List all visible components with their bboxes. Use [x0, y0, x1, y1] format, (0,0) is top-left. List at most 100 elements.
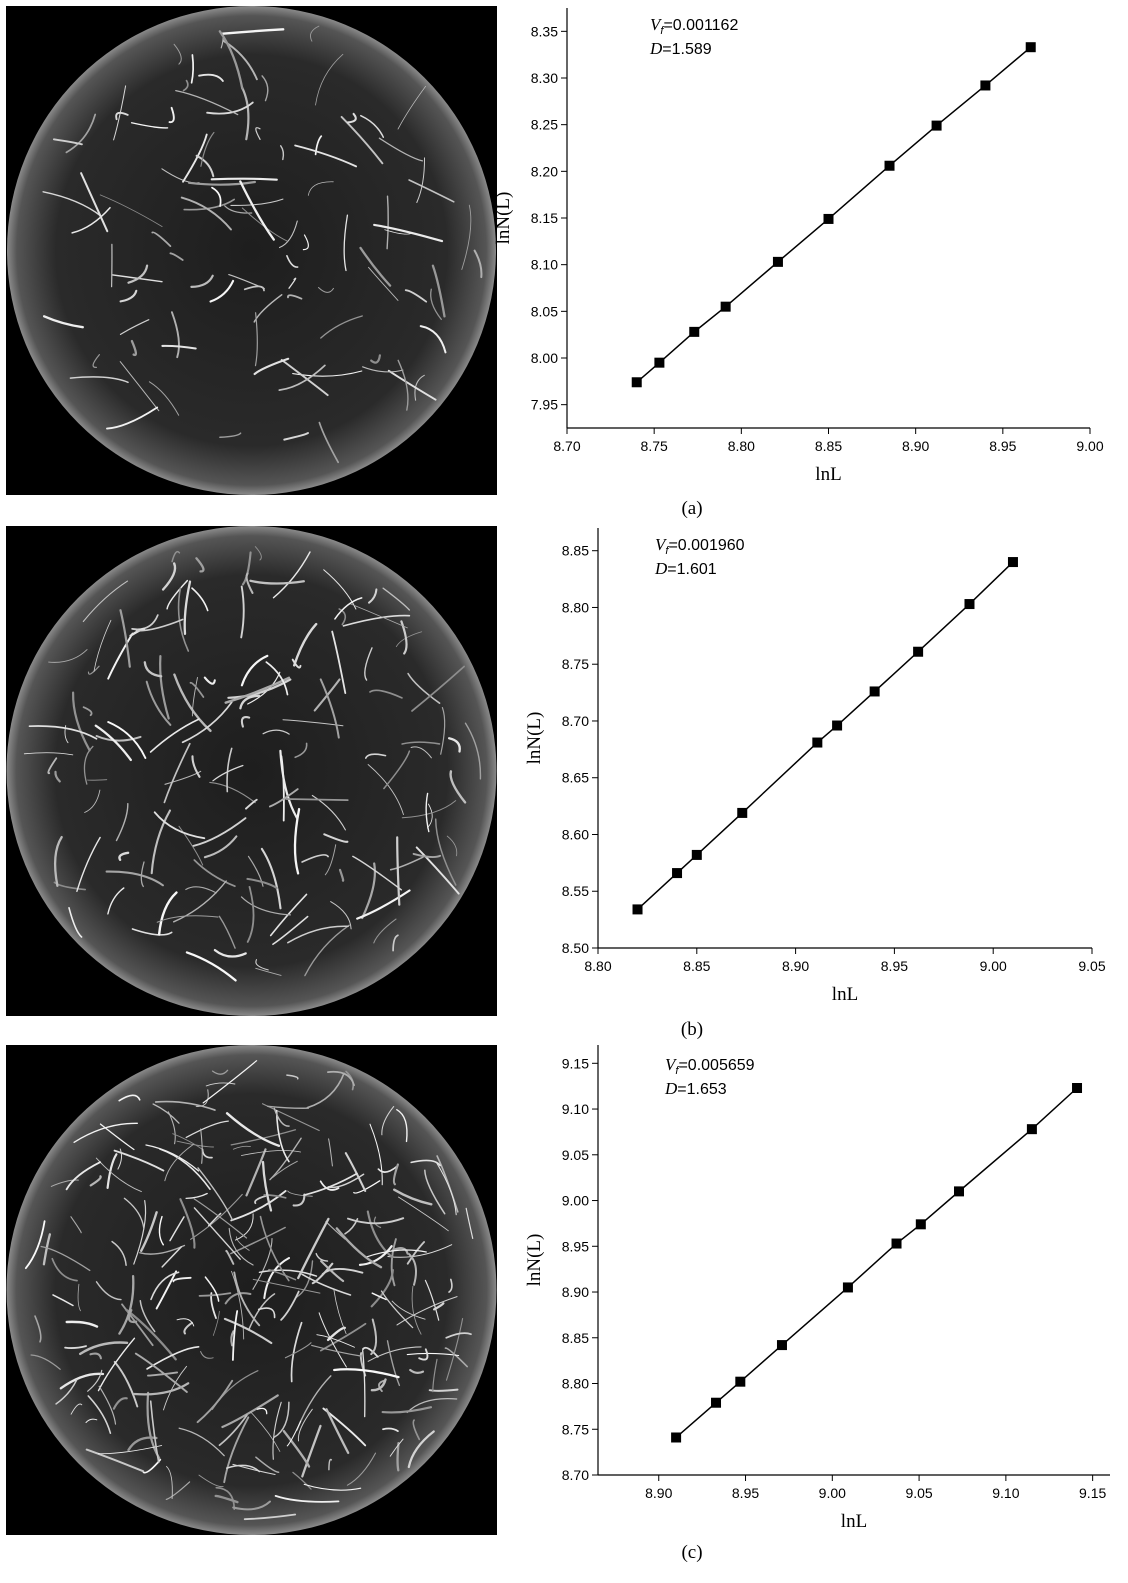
x-axis-label: lnL	[841, 1511, 867, 1532]
fiber	[410, 1159, 441, 1167]
fiber	[165, 1481, 191, 1500]
data-point	[869, 686, 880, 697]
fiber	[334, 597, 363, 620]
fiber	[200, 131, 215, 167]
fiber	[447, 737, 461, 753]
y-tick-label: 9.10	[562, 1101, 589, 1117]
fiber	[335, 1227, 383, 1269]
fit-line	[675, 1087, 1078, 1439]
annotation: Vf=0.001960	[655, 535, 745, 557]
fiber	[53, 835, 63, 887]
fiber	[448, 1278, 453, 1293]
fiber	[389, 856, 424, 871]
fiber	[172, 1133, 204, 1151]
fiber	[118, 1094, 141, 1102]
annotation-symbol: V	[650, 15, 663, 34]
fiber	[446, 835, 458, 857]
fiber	[311, 1344, 362, 1357]
x-tick-label: 8.90	[782, 958, 809, 974]
fiber	[140, 1211, 158, 1252]
fiber	[258, 1269, 318, 1277]
fiber	[370, 1378, 387, 1392]
fiber	[177, 587, 190, 652]
fiber	[257, 1307, 276, 1319]
fiber	[240, 654, 269, 687]
fiber	[368, 588, 378, 604]
fiber	[189, 681, 205, 698]
data-point	[711, 1397, 722, 1408]
fiber	[265, 661, 289, 696]
annotation: D=1.653	[664, 1079, 727, 1098]
fiber	[301, 1424, 322, 1478]
fiber	[149, 1400, 160, 1464]
fiber	[70, 1216, 82, 1234]
fiber	[284, 1342, 312, 1359]
fiber	[314, 135, 323, 156]
fiber	[381, 1406, 433, 1414]
fiber	[445, 1317, 464, 1381]
fiber	[465, 1207, 474, 1239]
annotation-text: =1.601	[667, 561, 716, 578]
fiber	[185, 1120, 229, 1139]
fiber	[107, 632, 134, 680]
fiber	[401, 741, 441, 745]
fiber	[205, 1082, 236, 1087]
fiber	[119, 289, 138, 303]
x-tick-label: 8.75	[641, 438, 668, 454]
fiber	[306, 1072, 345, 1109]
fiber	[196, 1379, 234, 1424]
y-tick-label: 8.20	[531, 163, 558, 179]
fiber	[303, 1483, 362, 1491]
x-tick-label: 9.05	[1078, 958, 1105, 974]
fiber	[40, 1245, 91, 1272]
fiber	[79, 1341, 129, 1356]
fiber	[291, 658, 302, 669]
fiber	[293, 807, 301, 875]
fiber	[368, 266, 399, 301]
fiber	[409, 1368, 425, 1374]
fiber	[223, 1317, 273, 1345]
fiber	[253, 357, 290, 376]
fiber	[225, 1249, 235, 1265]
fiber	[320, 1260, 345, 1283]
data-point	[776, 1340, 787, 1351]
fiber	[428, 1388, 459, 1392]
fiber	[173, 880, 227, 923]
fiber	[158, 1215, 164, 1246]
fiber	[77, 1283, 81, 1312]
fiber	[92, 354, 100, 369]
annotation: D=1.601	[654, 559, 717, 578]
fiber	[166, 579, 189, 610]
fiber	[280, 358, 329, 397]
data-point	[980, 80, 991, 91]
fiber	[190, 54, 195, 84]
fiber	[176, 1318, 195, 1327]
fiber	[172, 1276, 192, 1283]
fiber	[163, 742, 191, 804]
fiber	[203, 835, 238, 859]
fiber	[171, 550, 181, 563]
fiber	[361, 862, 376, 920]
fiber	[163, 1365, 188, 1411]
fiber	[328, 1138, 333, 1167]
fiber	[221, 28, 285, 35]
fiber	[173, 43, 182, 65]
fiber	[119, 319, 150, 335]
fiber	[87, 665, 100, 675]
fiber	[52, 1294, 74, 1307]
fiber	[319, 678, 340, 739]
fiber	[268, 1268, 297, 1281]
fiber	[178, 1427, 225, 1457]
fiber	[370, 354, 381, 364]
fiber	[73, 1122, 138, 1143]
fiber	[380, 1290, 414, 1329]
y-tick-label: 8.65	[562, 770, 589, 786]
fiber	[133, 1382, 190, 1396]
data-point	[832, 720, 843, 731]
fiber	[193, 859, 236, 888]
fiber	[272, 915, 309, 946]
fiber	[195, 154, 215, 178]
fiber	[346, 1452, 377, 1486]
y-tick-label: 8.35	[531, 23, 558, 39]
annotation-symbol: V	[655, 535, 668, 554]
